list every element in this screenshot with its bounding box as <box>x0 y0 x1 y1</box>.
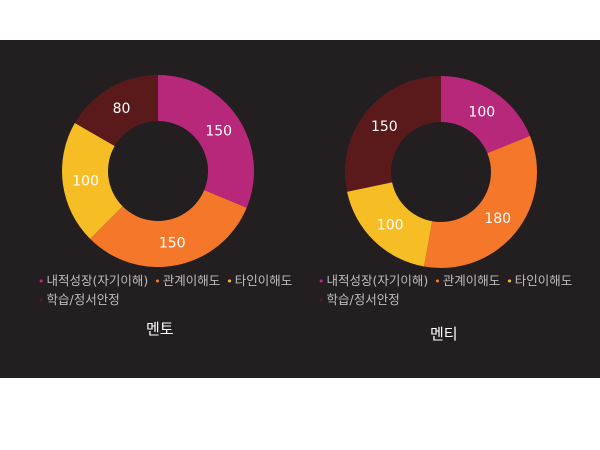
mentee-chart-title: 멘티 <box>430 325 458 343</box>
donut-slice <box>90 190 247 267</box>
donut-slice <box>158 75 254 208</box>
data-label: 80 <box>113 101 131 117</box>
legend-label: 관계이해도 <box>442 273 501 288</box>
data-label: 150 <box>371 119 398 135</box>
legend-item: • 학습/정서안정 <box>318 291 400 310</box>
legend-label: 타인이해도 <box>514 273 573 288</box>
donut-slice <box>345 76 441 192</box>
mentor-chart-title: 멘토 <box>146 320 174 338</box>
mentee-donut-chart: 100 180 100 150 <box>345 76 538 269</box>
data-label: 180 <box>484 211 511 227</box>
data-label: 100 <box>468 104 495 120</box>
legend-label: 내적성장(자기이해) <box>326 273 429 288</box>
donut-slice <box>347 182 433 267</box>
data-label: 150 <box>159 236 186 252</box>
legend-label: 학습/정서안정 <box>326 292 400 307</box>
legend-item: • 타인이해도 <box>226 272 292 291</box>
data-label: 100 <box>377 217 404 233</box>
donut-slice <box>424 135 538 269</box>
mentor-donut-chart: 150 150 100 80 <box>61 75 254 267</box>
legend-label: 타인이해도 <box>234 273 293 288</box>
legend-item: • 관계이해도 <box>434 272 500 291</box>
legend-item: • 내적성장(자기이해) <box>38 272 148 291</box>
legend-marker: • <box>318 275 325 288</box>
legend-item: • 타인이해도 <box>506 272 572 291</box>
legend-marker: • <box>154 275 161 288</box>
legend-marker: • <box>318 294 325 307</box>
legend-item: • 내적성장(자기이해) <box>318 272 428 291</box>
legend-marker: • <box>226 275 233 288</box>
legend-item: • 관계이해도 <box>154 272 220 291</box>
donut-slice <box>441 76 530 154</box>
legend-label: 관계이해도 <box>162 273 221 288</box>
donut-slice <box>74 75 158 146</box>
mentor-legend: • 내적성장(자기이해) • 관계이해도 • 타인이해도 • 학습/정서안정 <box>38 272 294 310</box>
legend-label: 학습/정서안정 <box>46 292 120 307</box>
legend-marker: • <box>434 275 441 288</box>
donut-slice <box>61 123 123 239</box>
legend-marker: • <box>38 275 45 288</box>
legend-label: 내적성장(자기이해) <box>46 273 149 288</box>
legend-marker: • <box>38 294 45 307</box>
mentee-legend: • 내적성장(자기이해) • 관계이해도 • 타인이해도 • 학습/정서안정 <box>318 272 574 310</box>
legend-item: • 학습/정서안정 <box>38 291 120 310</box>
data-label: 100 <box>72 174 99 190</box>
data-label: 150 <box>205 123 232 139</box>
legend-marker: • <box>506 275 513 288</box>
